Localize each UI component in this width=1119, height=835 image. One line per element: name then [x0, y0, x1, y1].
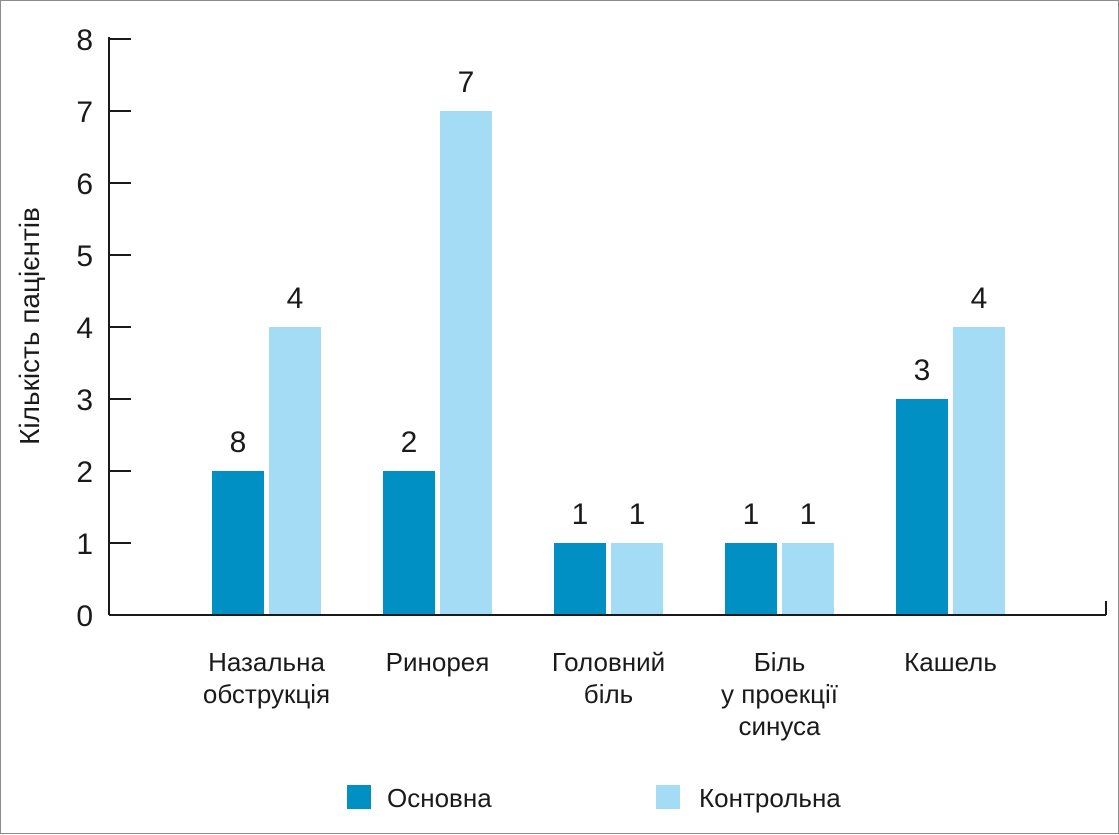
y-tick-label: 4	[76, 312, 93, 345]
bar-value-label: 4	[971, 282, 988, 315]
axes	[108, 37, 1107, 616]
category-label-line: у проекції	[721, 679, 838, 709]
category-label-line: обструкція	[203, 679, 330, 709]
bar	[725, 543, 777, 615]
bar	[269, 327, 321, 615]
y-axis-label: Кількість пацієнтів	[14, 207, 45, 445]
category-label: Біль у проекції синуса	[721, 647, 838, 741]
bar	[554, 543, 606, 615]
category-label-line: Головний	[552, 647, 665, 677]
category-label: Ринорея	[386, 647, 490, 677]
bar-value-label: 1	[743, 498, 760, 531]
legend-label: Контрольна	[699, 783, 841, 813]
y-tick-label: 0	[76, 600, 93, 633]
bar-value-label: 8	[230, 426, 247, 459]
y-tick-label: 6	[76, 168, 93, 201]
bar	[782, 543, 834, 615]
bars	[212, 111, 1005, 615]
y-tick-label: 8	[76, 24, 93, 57]
category-label: Кашель	[904, 647, 997, 677]
y-tick-label: 7	[76, 96, 93, 129]
y-axis-ticks: 0 1 2 3 4 5 6 7 8	[76, 24, 131, 633]
bar-value-label: 4	[287, 282, 304, 315]
bar-value-label: 1	[572, 498, 589, 531]
y-tick-label: 5	[76, 240, 93, 273]
bar	[896, 399, 948, 615]
category-label: Головний біль	[552, 647, 665, 709]
category-label-line: Кашель	[904, 647, 997, 677]
legend-label: Основна	[387, 783, 492, 813]
bar-value-label: 7	[458, 66, 475, 99]
y-tick-label: 2	[76, 456, 93, 489]
category-labels: Назальна обструкція Ринорея Головний біль Біл…	[203, 647, 997, 741]
category-label-line: Біль	[754, 647, 806, 677]
y-tick-label: 1	[76, 528, 93, 561]
category-label-line: Назальна	[208, 647, 325, 677]
legend-swatch	[347, 785, 371, 809]
bar	[212, 471, 264, 615]
category-label-line: синуса	[738, 711, 821, 741]
value-labels: 8 4 2 7 1 1 1 1 3 4	[230, 66, 988, 531]
legend: Основна Контрольна	[347, 783, 841, 813]
bar-value-label: 3	[914, 354, 931, 387]
y-tick-label: 3	[76, 384, 93, 417]
category-label-line: Ринорея	[386, 647, 490, 677]
bar	[383, 471, 435, 615]
bar	[611, 543, 663, 615]
bar-value-label: 2	[401, 426, 418, 459]
bar	[440, 111, 492, 615]
category-label: Назальна обструкція	[203, 647, 330, 709]
bar-value-label: 1	[800, 498, 817, 531]
bar-value-label: 1	[629, 498, 646, 531]
category-label-line: біль	[584, 679, 633, 709]
legend-swatch	[656, 785, 680, 809]
bar	[953, 327, 1005, 615]
